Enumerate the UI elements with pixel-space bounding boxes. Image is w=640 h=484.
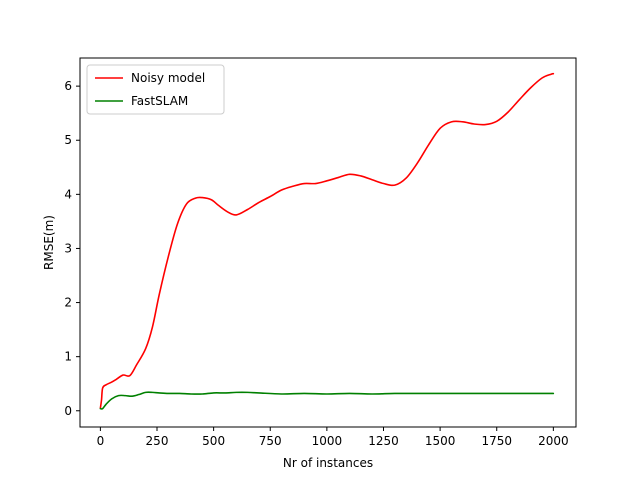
x-tick-label: 750 <box>259 434 282 448</box>
legend-entry-label: FastSLAM <box>131 94 188 108</box>
x-axis-ticks: 0 250 500 750 1000 1250 1500 1750 2000 <box>97 427 569 448</box>
y-tick-label: 6 <box>64 79 72 93</box>
x-tick-label: 2000 <box>538 434 569 448</box>
x-tick-label: 1500 <box>425 434 456 448</box>
x-tick-label: 250 <box>146 434 169 448</box>
y-tick-label: 3 <box>64 241 72 255</box>
series-line-0 <box>99 72 555 409</box>
legend-entry-label: Noisy model <box>131 71 205 85</box>
y-tick-label: 2 <box>64 296 72 310</box>
y-tick-label: 5 <box>64 133 72 147</box>
y-tick-label: 0 <box>64 404 72 418</box>
legend: Noisy model FastSLAM <box>86 64 225 115</box>
y-axis-label: RMSE(m) <box>42 215 56 270</box>
x-axis-label: Nr of instances <box>283 456 373 470</box>
plot-area-frame <box>79 57 577 428</box>
x-tick-label: 1750 <box>481 434 512 448</box>
y-tick-label: 1 <box>64 350 72 364</box>
x-tick-label: 500 <box>202 434 225 448</box>
y-axis-ticks: 0 1 2 3 4 5 6 <box>64 79 80 418</box>
y-tick-label: 4 <box>64 187 72 201</box>
plot-lines <box>99 72 555 410</box>
x-tick-label: 1250 <box>368 434 399 448</box>
x-tick-label: 1000 <box>312 434 343 448</box>
x-tick-label: 0 <box>97 434 105 448</box>
series-line-1 <box>99 391 555 410</box>
